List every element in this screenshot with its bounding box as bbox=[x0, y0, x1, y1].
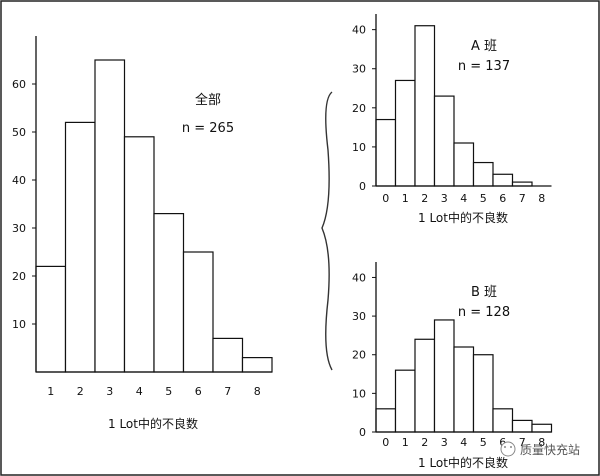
x-tick-label: 4 bbox=[460, 192, 467, 205]
y-tick-label: 50 bbox=[12, 126, 26, 139]
bar-2 bbox=[414, 338, 436, 433]
x-axis-label: 1 Lot中的不良数 bbox=[108, 416, 198, 431]
x-tick-label: 6 bbox=[499, 192, 506, 205]
split-brace bbox=[321, 91, 333, 371]
x-tick-label: 1 bbox=[402, 192, 409, 205]
bar-3 bbox=[94, 59, 126, 373]
x-tick-label: 8 bbox=[538, 192, 545, 205]
x-tick-label: 3 bbox=[441, 192, 448, 205]
x-tick-label: 5 bbox=[165, 385, 172, 398]
x-tick-label: 7 bbox=[519, 192, 526, 205]
x-tick-label: 4 bbox=[136, 385, 143, 398]
bar-6 bbox=[492, 173, 514, 187]
y-tick-label: 20 bbox=[12, 270, 26, 283]
x-axis-label: 1 Lot中的不良数 bbox=[418, 210, 508, 225]
x-tick-label: 1 bbox=[402, 436, 409, 449]
x-tick-label: 5 bbox=[480, 436, 487, 449]
y-tick-label: 30 bbox=[352, 310, 366, 323]
bar-5 bbox=[472, 354, 494, 433]
bar-2 bbox=[64, 121, 96, 373]
sample-size: n = 128 bbox=[458, 305, 510, 320]
y-tick-label: 40 bbox=[12, 174, 26, 187]
sample-size: n = 137 bbox=[458, 59, 510, 74]
x-tick-label: 6 bbox=[195, 385, 202, 398]
y-tick-label: 0 bbox=[359, 426, 366, 439]
bar-2 bbox=[414, 25, 436, 187]
bar-4 bbox=[453, 142, 475, 187]
x-axis-label: 1 Lot中的不良数 bbox=[418, 455, 508, 470]
bar-7 bbox=[511, 419, 533, 433]
watermark: 质量快充站 bbox=[500, 441, 580, 457]
x-tick-label: 1 bbox=[47, 385, 54, 398]
bar-1 bbox=[394, 369, 416, 433]
bar-1 bbox=[394, 79, 416, 187]
bar-0 bbox=[375, 408, 397, 433]
bar-8 bbox=[241, 357, 273, 373]
y-tick-label: 60 bbox=[12, 78, 26, 91]
bar-0 bbox=[375, 118, 397, 187]
bar-6 bbox=[492, 408, 514, 433]
x-tick-label: 5 bbox=[480, 192, 487, 205]
y-tick-label: 0 bbox=[359, 180, 366, 193]
bar-5 bbox=[153, 213, 185, 373]
y-tick-label: 10 bbox=[352, 387, 366, 400]
bar-5 bbox=[472, 161, 494, 187]
x-tick-label: 7 bbox=[519, 436, 526, 449]
bar-3 bbox=[433, 95, 455, 187]
bar-4 bbox=[123, 136, 155, 373]
x-tick-label: 2 bbox=[421, 192, 428, 205]
y-tick-label: 30 bbox=[352, 63, 366, 76]
group-title: A 班 bbox=[471, 39, 497, 54]
bar-4 bbox=[453, 346, 475, 433]
y-tick-label: 30 bbox=[12, 222, 26, 235]
x-tick-label: 7 bbox=[224, 385, 231, 398]
x-tick-label: 4 bbox=[460, 436, 467, 449]
x-tick-label: 3 bbox=[441, 436, 448, 449]
group-title: B 班 bbox=[471, 285, 497, 300]
y-tick-label: 40 bbox=[352, 271, 366, 284]
x-tick-label: 0 bbox=[382, 436, 389, 449]
bar-3 bbox=[433, 319, 455, 433]
watermark-text: 质量快充站 bbox=[520, 442, 580, 457]
bar-1 bbox=[35, 265, 67, 373]
x-tick-label: 3 bbox=[106, 385, 113, 398]
bar-8 bbox=[531, 423, 553, 433]
y-tick-label: 10 bbox=[12, 318, 26, 331]
x-tick-label: 2 bbox=[77, 385, 84, 398]
x-tick-label: 8 bbox=[538, 436, 545, 449]
x-tick-label: 2 bbox=[421, 436, 428, 449]
y-tick-label: 20 bbox=[352, 102, 366, 115]
x-tick-label: 6 bbox=[499, 436, 506, 449]
histogram-all: 10 20 30 40 50 60 1 2 3 4 5 6 7 8 1 Lot中的不良数 全部 n = 265 bbox=[12, 36, 273, 431]
y-tick-label: 40 bbox=[352, 24, 366, 37]
y-tick-label: 10 bbox=[352, 141, 366, 154]
bar-6 bbox=[182, 251, 214, 373]
x-tick-label: 8 bbox=[254, 385, 261, 398]
bar-7 bbox=[212, 337, 244, 373]
y-tick-label: 20 bbox=[352, 349, 366, 362]
sample-size: n = 265 bbox=[182, 121, 234, 136]
group-title: 全部 bbox=[195, 92, 221, 108]
x-tick-label: 0 bbox=[382, 192, 389, 205]
